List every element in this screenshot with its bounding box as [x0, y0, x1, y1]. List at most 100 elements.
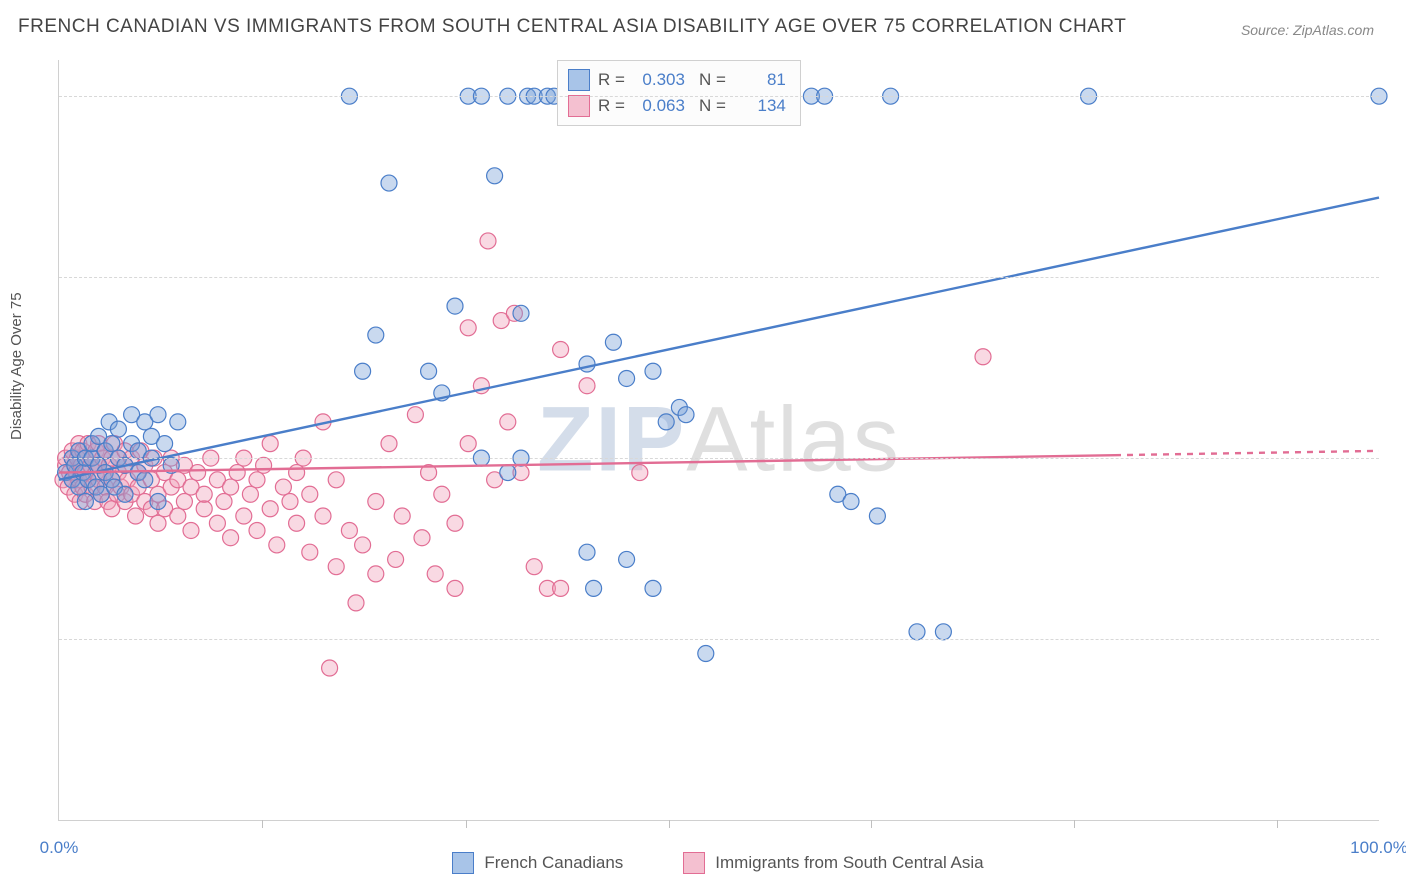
y-tick-label: 100.0%: [1387, 86, 1406, 106]
data-point: [388, 551, 404, 567]
data-point: [427, 566, 443, 582]
stat-value-r: 0.303: [633, 67, 685, 93]
data-point: [909, 624, 925, 640]
data-point: [315, 508, 331, 524]
legend-swatch: [568, 95, 590, 117]
data-point: [513, 305, 529, 321]
data-point: [170, 414, 186, 430]
stats-legend: R =0.303N =81R =0.063N =134: [557, 60, 801, 126]
x-tick: [1277, 820, 1278, 828]
data-point: [236, 508, 252, 524]
data-point: [460, 436, 476, 452]
data-point: [553, 342, 569, 358]
data-point: [447, 515, 463, 531]
data-point: [348, 595, 364, 611]
data-point: [381, 436, 397, 452]
data-point: [368, 327, 384, 343]
data-point: [282, 494, 298, 510]
legend-item: French Canadians: [452, 852, 623, 874]
gridline-h: [59, 96, 1379, 97]
data-point: [289, 465, 305, 481]
x-tick: [262, 820, 263, 828]
data-point: [460, 320, 476, 336]
data-point: [328, 472, 344, 488]
legend-swatch: [568, 69, 590, 91]
data-point: [196, 501, 212, 517]
data-point: [368, 494, 384, 510]
data-point: [421, 363, 437, 379]
legend-swatch: [683, 852, 705, 874]
chart-title: FRENCH CANADIAN VS IMMIGRANTS FROM SOUTH…: [18, 16, 1126, 38]
y-tick-label: 25.0%: [1387, 629, 1406, 649]
data-point: [526, 559, 542, 575]
x-tick: [466, 820, 467, 828]
gridline-h: [59, 277, 1379, 278]
chart-svg: [59, 60, 1379, 820]
legend-label: French Canadians: [484, 853, 623, 873]
data-point: [302, 486, 318, 502]
plot-area: ZIPAtlas R =0.303N =81R =0.063N =134 25.…: [58, 60, 1379, 821]
data-point: [619, 370, 635, 386]
data-point: [487, 168, 503, 184]
y-tick-label: 75.0%: [1387, 267, 1406, 287]
data-point: [262, 436, 278, 452]
stat-label-r: R =: [598, 67, 625, 93]
data-point: [645, 363, 661, 379]
data-point: [935, 624, 951, 640]
data-point: [216, 494, 232, 510]
gridline-h: [59, 458, 1379, 459]
data-point: [110, 421, 126, 437]
data-point: [579, 356, 595, 372]
data-point: [190, 465, 206, 481]
data-point: [104, 436, 120, 452]
data-point: [128, 508, 144, 524]
data-point: [223, 479, 239, 495]
data-point: [256, 457, 272, 473]
data-point: [553, 580, 569, 596]
data-point: [355, 363, 371, 379]
data-point: [229, 465, 245, 481]
data-point: [242, 486, 258, 502]
data-point: [196, 486, 212, 502]
x-tick: [871, 820, 872, 828]
data-point: [341, 522, 357, 538]
data-point: [170, 508, 186, 524]
data-point: [975, 349, 991, 365]
y-tick-label: 50.0%: [1387, 448, 1406, 468]
data-point: [302, 544, 318, 560]
data-point: [183, 522, 199, 538]
data-point: [176, 494, 192, 510]
data-point: [150, 515, 166, 531]
source-attribution: Source: ZipAtlas.com: [1241, 22, 1374, 38]
stats-row: R = 0.303 N = 81: [568, 67, 786, 93]
data-point: [355, 537, 371, 553]
data-point: [289, 515, 305, 531]
legend-label: Immigrants from South Central Asia: [715, 853, 983, 873]
data-point: [249, 522, 265, 538]
data-point: [223, 530, 239, 546]
stat-label-n: N =: [699, 67, 726, 93]
data-point: [480, 233, 496, 249]
data-point: [500, 465, 516, 481]
gridline-h: [59, 639, 1379, 640]
data-point: [447, 298, 463, 314]
stat-value-n: 81: [734, 67, 786, 93]
data-point: [150, 407, 166, 423]
data-point: [407, 407, 423, 423]
data-point: [869, 508, 885, 524]
data-point: [77, 494, 93, 510]
data-point: [698, 646, 714, 662]
data-point: [249, 472, 265, 488]
data-point: [394, 508, 410, 524]
data-point: [262, 501, 278, 517]
x-tick: [669, 820, 670, 828]
data-point: [500, 414, 516, 430]
data-point: [579, 544, 595, 560]
data-point: [678, 407, 694, 423]
data-point: [605, 334, 621, 350]
data-point: [658, 414, 674, 430]
data-point: [137, 472, 153, 488]
data-point: [843, 494, 859, 510]
data-point: [586, 580, 602, 596]
y-axis-label: Disability Age Over 75: [8, 292, 25, 440]
